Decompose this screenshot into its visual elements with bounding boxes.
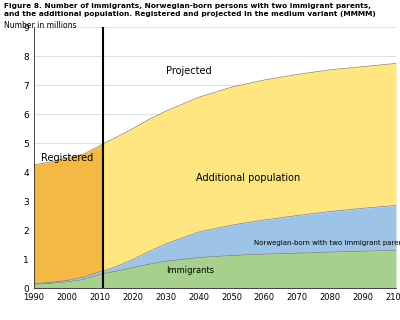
Text: Additional population: Additional population <box>196 173 300 183</box>
Text: Number in millions: Number in millions <box>4 21 76 30</box>
Text: Registered: Registered <box>40 153 93 163</box>
Text: and the additional population. Registered and projected in the medium variant (M: and the additional population. Registere… <box>4 11 376 17</box>
Text: Norwegian-born with two immigrant parents: Norwegian-born with two immigrant parent… <box>254 240 400 246</box>
Text: Projected: Projected <box>166 66 211 76</box>
Text: Immigrants: Immigrants <box>166 266 214 275</box>
Text: Figure 8. Number of immigrants, Norwegian-born persons with two immigrant parent: Figure 8. Number of immigrants, Norwegia… <box>4 3 371 9</box>
